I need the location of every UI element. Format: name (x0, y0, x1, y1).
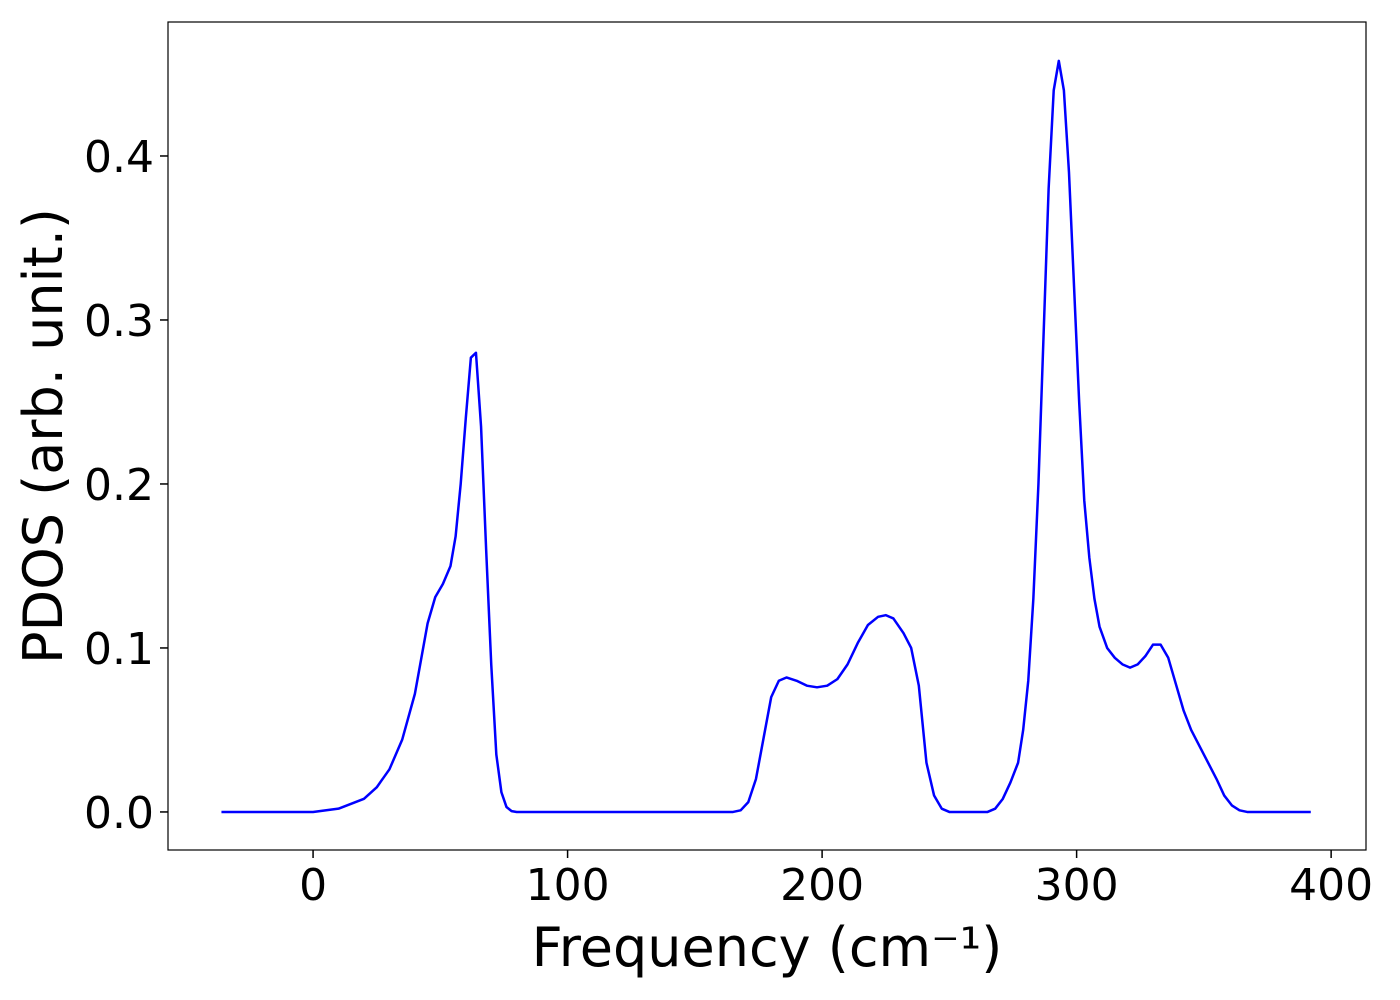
x-tick-label: 0 (299, 860, 327, 911)
y-tick-label: 0.2 (84, 460, 154, 511)
y-axis-label: PDOS (arb. unit.) (12, 208, 75, 664)
x-tick-label: 300 (1035, 860, 1119, 911)
y-tick-label: 0.1 (84, 624, 154, 675)
x-tick-label: 100 (526, 860, 610, 911)
y-tick-label: 0.3 (84, 296, 154, 347)
plot-frame (167, 21, 1367, 851)
data-line (221, 59, 1311, 814)
x-axis-label: Frequency (cm⁻¹) (532, 916, 1003, 979)
x-tick-label: 400 (1289, 860, 1373, 911)
y-tick-label: 0.0 (84, 788, 154, 839)
x-tick-label: 200 (780, 860, 864, 911)
y-tick-label: 0.4 (84, 132, 154, 183)
